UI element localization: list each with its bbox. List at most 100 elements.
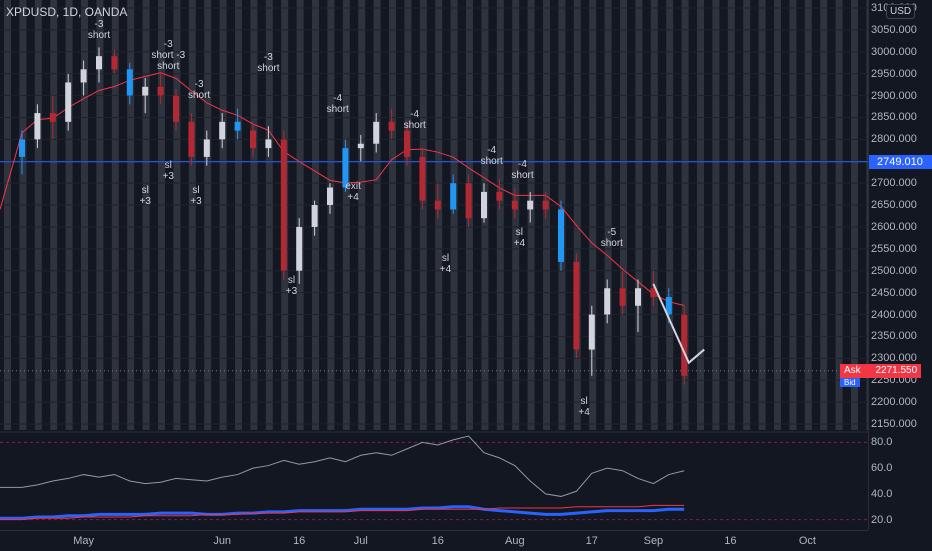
trend-arrow: [652, 283, 705, 365]
oscillator-line-1: [0, 435, 685, 497]
session-stripe: [851, 0, 858, 430]
price-chart[interactable]: [0, 0, 868, 530]
price-tick-label: 2600.000: [871, 220, 917, 233]
candle-body: [19, 139, 25, 157]
strategy-signal-label: sl +3: [190, 185, 202, 208]
oscillator-tick-label: 60.0: [871, 462, 893, 475]
session-stripe: [265, 0, 273, 430]
session-stripe: [188, 0, 196, 430]
session-stripe: [296, 0, 304, 430]
strategy-signal-label: sl +3: [285, 275, 298, 298]
candle-body: [665, 297, 672, 315]
session-stripe: [404, 0, 412, 430]
time-axis[interactable]: May Jun 16 Jul 16 Aug 17 Sep 16 Oct: [0, 530, 868, 551]
strategy-signal-label: -4 short: [480, 144, 503, 167]
candle-body: [558, 209, 564, 262]
session-stripe: [697, 0, 704, 430]
session-stripe: [127, 0, 135, 430]
candle-body: [265, 139, 272, 149]
candle-body: [34, 113, 41, 140]
candle-body: [496, 191, 503, 201]
session-stripe: [219, 0, 227, 430]
strategy-signal-label: exit +4: [345, 180, 361, 203]
oscillator-tick-label: 80.0: [871, 436, 893, 449]
ask-label-text: Ask: [844, 364, 861, 376]
price-tick-label: 2550.000: [871, 242, 917, 255]
candle-body: [203, 139, 210, 157]
candle-body: [142, 86, 149, 96]
candle-body: [404, 130, 410, 157]
session-stripe: [820, 0, 828, 430]
price-tick-label: 2900.000: [871, 89, 917, 102]
price-tick-label: 2650.000: [871, 199, 917, 212]
candle-body: [573, 261, 580, 350]
session-stripe: [65, 0, 73, 430]
candle-body: [527, 200, 534, 210]
session-stripe: [604, 0, 612, 430]
session-stripe: [34, 0, 42, 430]
price-tick-label: 2350.000: [871, 330, 917, 343]
session-stripe: [250, 0, 258, 430]
candle-body: [296, 226, 303, 271]
oscillator-line-3: [0, 504, 685, 521]
session-stripe: [327, 0, 335, 430]
candle-body: [157, 86, 164, 96]
candle-body: [65, 82, 72, 122]
strategy-signal-label: sl +4: [578, 396, 590, 419]
session-stripe: [389, 0, 396, 430]
session-stripe: [620, 0, 627, 430]
session-stripe: [496, 0, 504, 430]
oscillator-line-2: [0, 505, 685, 520]
candle-body: [450, 183, 457, 210]
candle-body: [327, 187, 333, 206]
session-stripe: [450, 0, 458, 430]
candle-body: [342, 148, 349, 188]
session-stripe: [111, 0, 119, 430]
session-stripe: [712, 0, 720, 430]
session-stripe: [142, 0, 150, 430]
currency-badge[interactable]: USD: [886, 4, 916, 19]
oscillator-tick-label: 20.0: [871, 513, 893, 526]
candle-body: [481, 191, 487, 219]
session-stripe: [204, 0, 212, 430]
time-tick-label: 17: [585, 535, 598, 547]
strategy-signal-label: sl +4: [513, 226, 526, 249]
price-tick-label: 2200.000: [871, 396, 917, 409]
session-stripe: [743, 0, 751, 430]
candle-body: [357, 143, 364, 149]
session-stripe: [866, 0, 868, 430]
time-tick-label: 16: [724, 535, 737, 547]
session-stripe: [527, 0, 535, 430]
price-tick-label: 2400.000: [871, 308, 917, 321]
time-tick-label: Jun: [213, 535, 232, 547]
session-stripe: [758, 0, 766, 430]
session-stripe: [4, 0, 11, 430]
price-tick-label: 2500.000: [871, 264, 917, 277]
session-stripe: [835, 0, 843, 430]
candle-body: [542, 200, 549, 210]
session-stripe: [589, 0, 597, 430]
session-stripe: [419, 0, 427, 430]
session-stripe: [81, 0, 88, 430]
strategy-signal-label: -3 short: [87, 18, 111, 41]
bid-label: Bid: [840, 377, 860, 387]
session-stripe: [358, 0, 366, 430]
session-stripe: [19, 0, 27, 430]
candle-body: [434, 200, 441, 210]
session-stripe: [789, 0, 797, 430]
session-stripe: [804, 0, 812, 430]
price-axis[interactable]: 3100.0003050.0003000.0002950.0002900.000…: [868, 0, 932, 432]
strategy-signal-label: sl +3: [162, 159, 174, 182]
price-tick-label: 3050.000: [871, 23, 917, 36]
candle-body: [80, 69, 87, 83]
oscillator-axis[interactable]: 80.0 60.0 40.0 20.0: [868, 432, 932, 530]
session-stripe: [727, 0, 735, 430]
session-stripe: [235, 0, 242, 430]
strategy-signal-label: -4 short: [511, 159, 534, 182]
strategy-signal-label: -3 short -3 short: [151, 38, 186, 72]
candle-body: [219, 121, 226, 140]
candle-body: [234, 121, 241, 131]
oscillator-tick-label: 40.0: [871, 487, 893, 500]
symbol-title: XPDUSD, 1D, OANDA: [6, 5, 128, 19]
candle-body: [250, 130, 256, 149]
